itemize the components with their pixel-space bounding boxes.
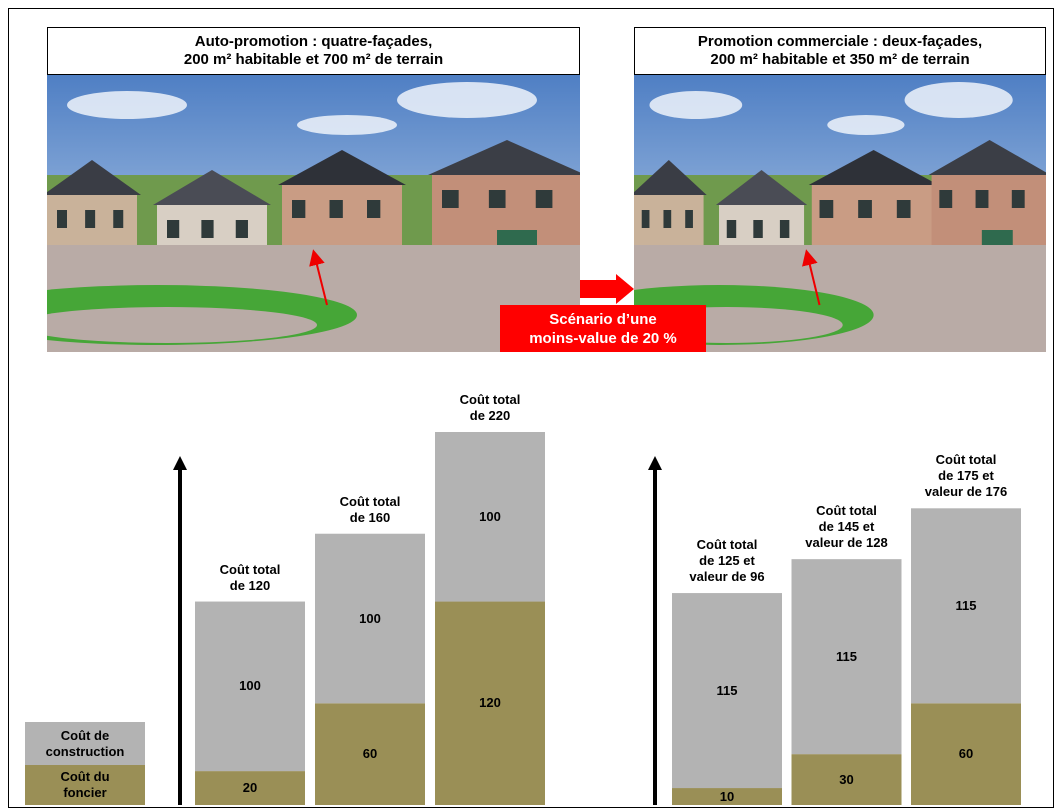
garage [981, 230, 1013, 245]
bar-value-label: 10 [719, 788, 735, 804]
bar-segment [911, 508, 1021, 704]
legend-label: Coût du foncier [60, 769, 110, 800]
legend-item: Coût de construction [25, 722, 145, 765]
cloud [67, 91, 187, 119]
bar-value-label: 115 [836, 648, 857, 664]
photo-title: Auto-promotion : quatre-façades, 200 m² … [47, 27, 580, 75]
total-annotation: Coût total de 220 [459, 392, 521, 423]
window [85, 210, 96, 228]
bar-value-label: 100 [239, 678, 261, 694]
window [367, 200, 381, 218]
pointer-arrow [309, 249, 328, 306]
cloud [297, 115, 397, 135]
window [535, 190, 553, 208]
bar-segment [672, 593, 782, 789]
bar-value-label: 100 [359, 610, 381, 626]
bar-value-label: 115 [716, 682, 738, 698]
scenario-arrow [580, 274, 634, 304]
lawn-edge [47, 307, 317, 343]
window [663, 210, 672, 228]
legend-label: Coût de construction [45, 727, 125, 759]
photo-title: Promotion commerciale : deux-façades, 20… [634, 27, 1046, 75]
bar-segment [195, 601, 305, 772]
window [858, 200, 872, 218]
window [819, 200, 834, 218]
bar-segment [672, 788, 782, 805]
window [201, 220, 214, 238]
cloud [827, 115, 905, 135]
bar-segment [911, 703, 1021, 805]
cloud [397, 82, 537, 118]
bar-segment [195, 771, 305, 805]
scenario-banner: Scénario d’une moins-value de 20 % [500, 305, 706, 352]
window [1011, 190, 1025, 208]
bar-value-label: 100 [479, 508, 501, 524]
window [292, 200, 306, 218]
house-roof [278, 150, 406, 185]
total-annotation: Coût total de 120 [219, 561, 281, 593]
window [167, 220, 180, 238]
window [641, 210, 650, 228]
house-roof [428, 140, 580, 175]
window [896, 200, 911, 218]
window [975, 190, 989, 208]
window [779, 220, 790, 238]
window [753, 220, 763, 238]
bar-value-label: 30 [839, 771, 854, 787]
bar-value-label: 60 [958, 746, 974, 762]
bar-segment [435, 432, 545, 602]
bar-segment [791, 559, 902, 755]
bar-value-label: 120 [479, 695, 501, 711]
window [685, 210, 693, 228]
legend-item: Coût du foncier [25, 765, 145, 805]
bar-segment [435, 601, 545, 805]
window [726, 220, 737, 238]
window [939, 190, 953, 208]
bar-segment [791, 754, 902, 805]
window [488, 190, 506, 208]
bar-value-label: 60 [362, 746, 378, 762]
window [442, 190, 459, 208]
y-axis-arrowhead [648, 456, 662, 470]
photo [47, 75, 580, 352]
cloud [904, 82, 1013, 118]
window [235, 220, 248, 238]
total-annotation: Coût total de 125 et valeur de 96 [689, 537, 765, 585]
y-axis-arrowhead [173, 456, 187, 470]
house-roof [928, 140, 1046, 175]
pointer-arrow [802, 249, 821, 306]
window [57, 210, 67, 228]
bar-segment [315, 533, 425, 704]
house-roof [153, 170, 271, 205]
total-annotation: Coût total de 175 et valeur de 176 [924, 452, 1008, 500]
total-annotation: Coût total de 160 [339, 493, 401, 525]
house-roof [47, 160, 141, 195]
bar-segment [315, 703, 425, 805]
garage [497, 230, 537, 245]
house-roof [808, 150, 939, 185]
window [329, 200, 343, 218]
house-roof [715, 170, 808, 205]
window [113, 210, 124, 228]
bar-value-label: 115 [955, 597, 977, 613]
cloud [649, 91, 743, 119]
bar-value-label: 20 [242, 780, 258, 796]
total-annotation: Coût total de 145 et valeur de 128 [805, 503, 888, 551]
house-roof [634, 160, 707, 195]
frame [8, 8, 1054, 808]
